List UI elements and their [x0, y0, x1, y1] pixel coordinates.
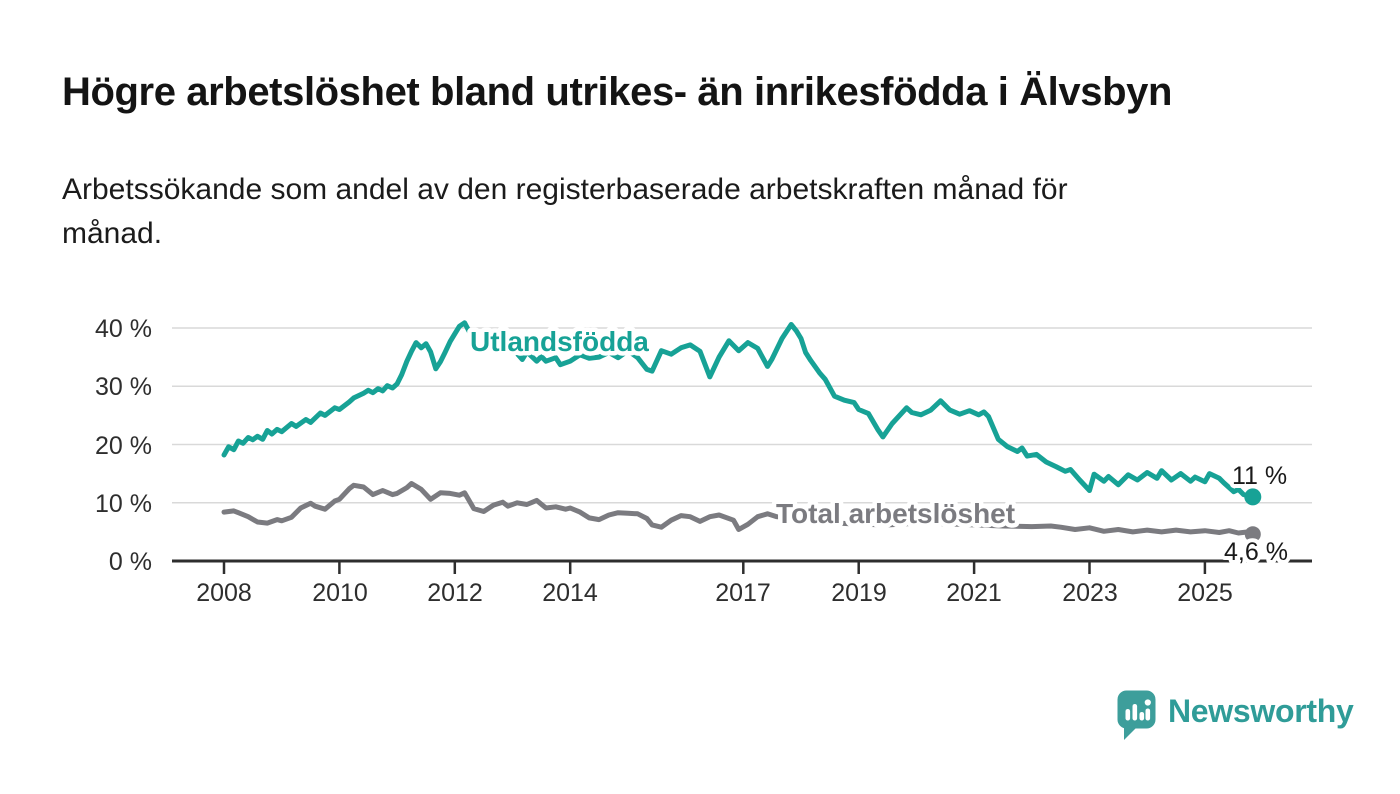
bar-chart-speech-bubble-icon [1117, 690, 1156, 740]
x-tick-label-2014: 2014 [542, 579, 598, 607]
end-dot-total-arbetsloshet [1244, 526, 1261, 543]
end-label-total-arbetsloshet: 4,6 % [1224, 538, 1288, 566]
page-title: Högre arbetslöshet bland utrikes- än inr… [62, 70, 1172, 114]
series-label-utlandsfodda: Utlandsfödda [470, 326, 649, 357]
axis-ticks [222, 562, 1207, 574]
x-tick-label-2017: 2017 [715, 579, 771, 607]
series-line-total-arbetsloshet [221, 481, 1256, 537]
x-tick-label-2019: 2019 [831, 579, 887, 607]
y-tick-label-0: 0 % [109, 548, 152, 576]
y-tick-label-30: 30 % [95, 373, 152, 401]
series-lines [221, 320, 1262, 543]
subtitle-line-1: Arbetssökande som andel av den registerb… [62, 173, 1068, 206]
series-label-total-arbetsloshet: Total arbetslöshet [776, 498, 1015, 529]
y-tick-label-20: 20 % [95, 432, 152, 460]
end-dot-utlandsfodda [1244, 488, 1262, 506]
y-tick-label-40: 40 % [95, 315, 152, 343]
gridlines [172, 327, 1312, 563]
newsworthy-logo: Newsworthy [1117, 689, 1377, 749]
end-label-utlandsfodda: 11 % [1232, 462, 1287, 490]
page-subtitle: Arbetssökande som andel av den registerb… [62, 168, 1068, 256]
subtitle-line-2: månad. [62, 217, 163, 250]
x-tick-label-2010: 2010 [312, 579, 368, 607]
y-tick-label-10: 10 % [95, 490, 152, 518]
x-tick-label-2008: 2008 [196, 579, 252, 607]
series-line-utlandsfodda [221, 320, 1256, 500]
x-tick-label-2023: 2023 [1062, 579, 1118, 607]
x-tick-label-2025: 2025 [1177, 579, 1233, 607]
x-tick-label-2021: 2021 [946, 579, 1002, 607]
newsworthy-wordmark: Newsworthy [1168, 693, 1354, 729]
x-tick-label-2012: 2012 [427, 579, 483, 607]
